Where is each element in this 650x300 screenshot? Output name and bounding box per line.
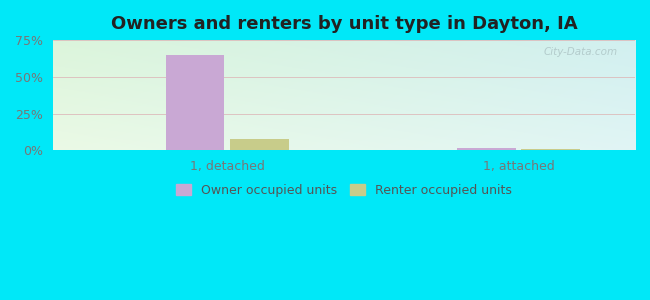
Bar <box>458 148 515 150</box>
Bar <box>521 149 580 150</box>
Bar <box>166 55 224 150</box>
Legend: Owner occupied units, Renter occupied units: Owner occupied units, Renter occupied un… <box>176 184 512 197</box>
Bar <box>230 139 289 150</box>
Title: Owners and renters by unit type in Dayton, IA: Owners and renters by unit type in Dayto… <box>111 15 577 33</box>
Text: City-Data.com: City-Data.com <box>543 47 618 57</box>
